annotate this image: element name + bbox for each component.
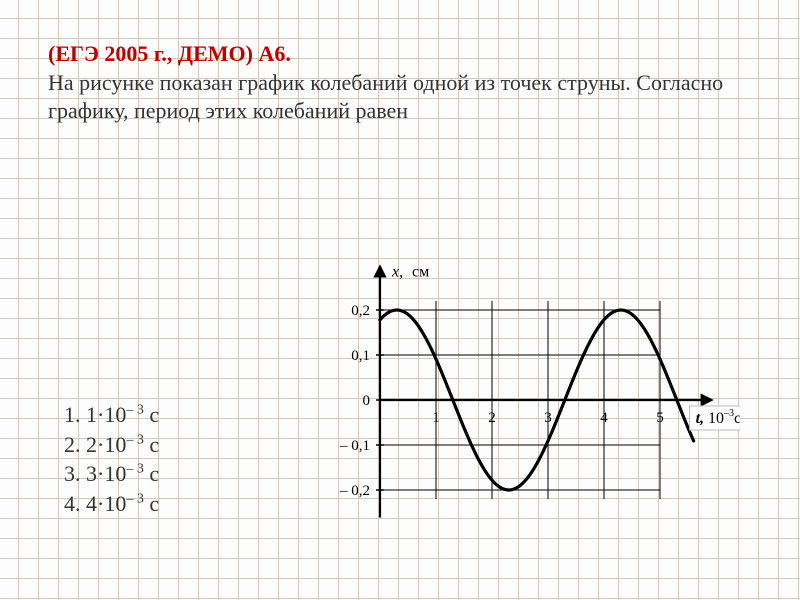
svg-text:0,2: 0,2	[351, 303, 370, 319]
answer-number: 1.	[64, 402, 81, 427]
svg-text:1: 1	[432, 410, 440, 426]
answer-base: 4·10	[86, 491, 126, 516]
answer-base: 2·10	[86, 432, 126, 457]
question-body: На рисунке показан график колебаний одно…	[48, 70, 723, 124]
svg-text:0: 0	[363, 393, 371, 409]
svg-text:– 0,1: – 0,1	[339, 438, 370, 454]
svg-text:t, 10–3с: t, 10–3с	[696, 408, 740, 427]
answer-option-3: 3. 3·10– 3 с	[64, 459, 159, 489]
answer-number: 3.	[64, 461, 81, 486]
answer-option-1: 1. 1·10– 3 с	[64, 400, 159, 430]
svg-text:– 0,2: – 0,2	[339, 483, 370, 499]
svg-text:0,1: 0,1	[351, 348, 370, 364]
svg-text:5: 5	[656, 410, 664, 426]
answer-exp: – 3	[126, 432, 144, 447]
answer-exp: – 3	[126, 492, 144, 507]
question-header: (ЕГЭ 2005 г., ДЕМО) А6. На рисунке показ…	[48, 40, 760, 126]
answer-base: 3·10	[86, 461, 126, 486]
answer-options: 1. 1·10– 3 с 2. 2·10– 3 с 3. 3·10– 3 с 4…	[64, 400, 159, 519]
answer-unit: с	[144, 402, 159, 427]
answer-unit: с	[144, 461, 159, 486]
oscillation-chart: 0,2 0,1 0 – 0,1 – 0,2 1 2 3 4 5 x, см t, 10–3с	[300, 245, 740, 545]
svg-text:3: 3	[544, 410, 552, 426]
answer-number: 4.	[64, 491, 81, 516]
answer-option-2: 2. 2·10– 3 с	[64, 430, 159, 460]
chart-svg: 0,2 0,1 0 – 0,1 – 0,2 1 2 3 4 5 x, см t, 10–3с	[300, 245, 740, 545]
svg-text:2: 2	[488, 410, 496, 426]
answer-exp: – 3	[126, 462, 144, 477]
svg-text:4: 4	[600, 410, 608, 426]
answer-option-4: 4. 4·10– 3 с	[64, 489, 159, 519]
question-source: (ЕГЭ 2005 г., ДЕМО) А6.	[48, 41, 291, 66]
slide-content: (ЕГЭ 2005 г., ДЕМО) А6. На рисунке показ…	[0, 0, 800, 600]
answer-number: 2.	[64, 432, 81, 457]
answer-unit: с	[144, 432, 159, 457]
svg-text:см: см	[412, 264, 429, 281]
answer-exp: – 3	[126, 403, 144, 418]
svg-text:x,: x,	[391, 264, 403, 281]
answer-base: 1·10	[86, 402, 126, 427]
answer-unit: с	[144, 491, 159, 516]
